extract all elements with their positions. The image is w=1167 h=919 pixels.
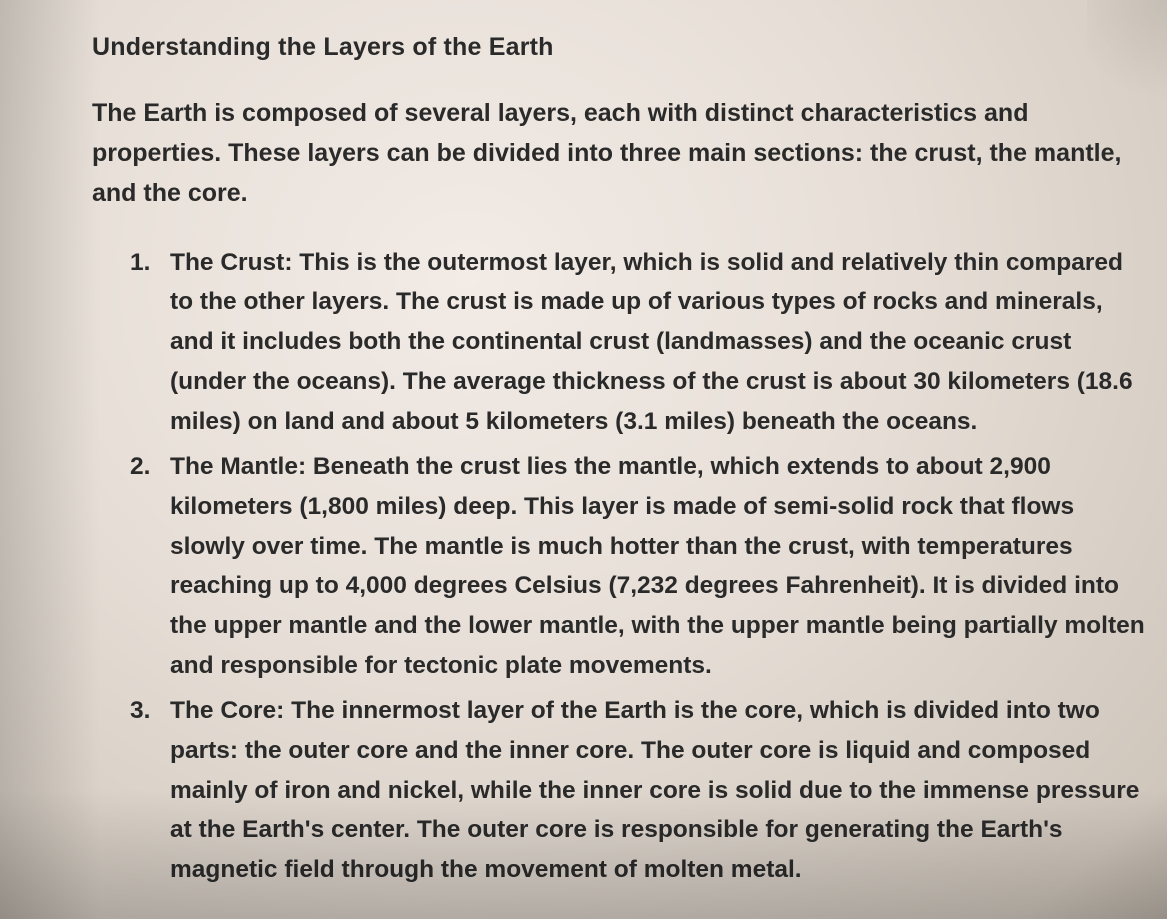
list-item: 2. The Mantle: Beneath the crust lies th…: [170, 447, 1147, 685]
list-text: The Core: The innermost layer of the Ear…: [170, 697, 1139, 883]
page-title: Understanding the Layers of the Earth: [92, 28, 1147, 67]
list-number: 1.: [130, 243, 150, 283]
list-item: 1. The Crust: This is the outermost laye…: [170, 243, 1147, 441]
list-text: The Crust: This is the outermost layer, …: [170, 249, 1133, 435]
layers-list: 1. The Crust: This is the outermost laye…: [92, 243, 1147, 890]
list-text: The Mantle: Beneath the crust lies the m…: [170, 453, 1145, 678]
list-number: 3.: [130, 691, 150, 731]
intro-paragraph: The Earth is composed of several layers,…: [92, 93, 1147, 213]
list-item: 3. The Core: The innermost layer of the …: [170, 691, 1147, 889]
list-number: 2.: [130, 447, 150, 487]
document-page: Understanding the Layers of the Earth Th…: [0, 0, 1167, 919]
